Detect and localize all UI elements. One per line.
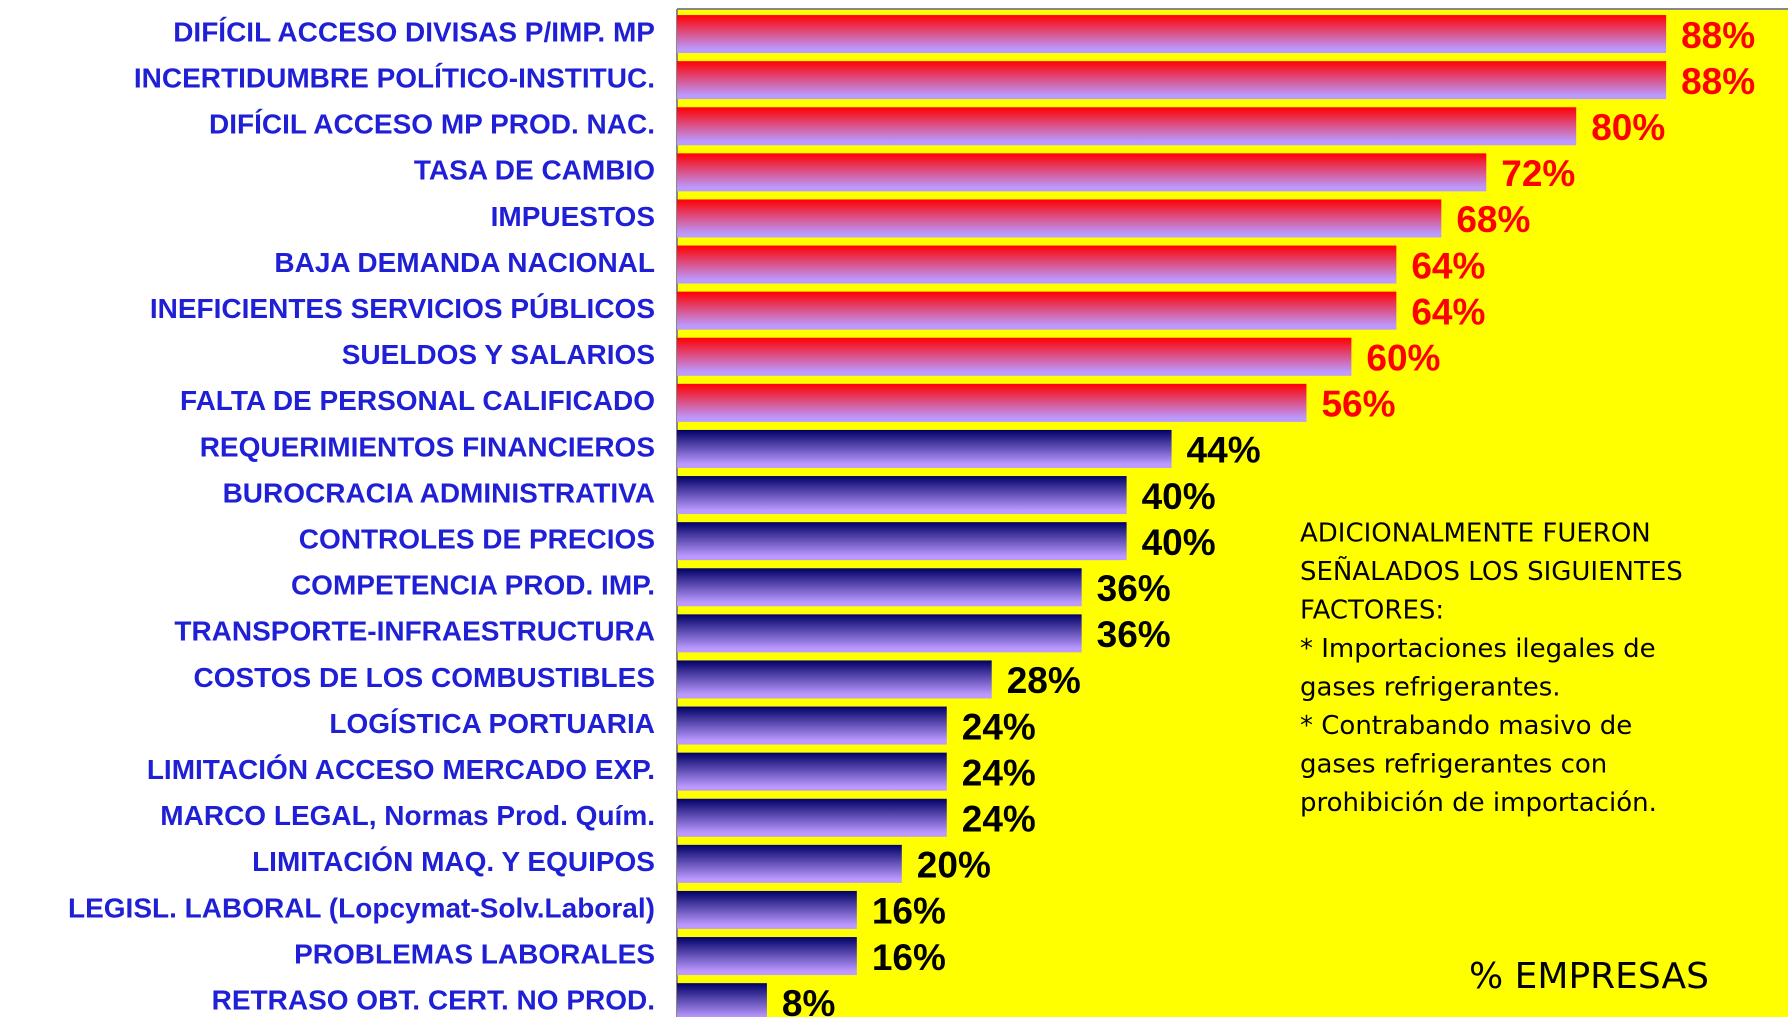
bar [677,752,947,791]
value-label: 8% [782,983,835,1017]
bar [677,660,992,699]
value-label: 16% [872,937,946,978]
bar [677,476,1127,515]
value-label: 36% [1097,568,1171,609]
bar [677,798,947,837]
value-label: 36% [1097,614,1171,655]
bar [677,890,857,929]
category-label: FALTA DE PERSONAL CALIFICADO [180,385,655,416]
category-label: LEGISL. LABORAL (Lopcymat-Solv.Laboral) [68,892,655,923]
category-label: PROBLEMAS LABORALES [294,938,655,969]
bar [677,706,947,745]
annotation-line: FACTORES: [1300,596,1444,626]
value-label: 40% [1142,476,1216,517]
category-label: COSTOS DE LOS COMBUSTIBLES [193,662,655,693]
category-label: RETRASO OBT. CERT. NO PROD. [212,985,655,1016]
category-label: LIMITACIÓN MAQ. Y EQUIPOS [252,846,655,877]
category-label: BAJA DEMANDA NACIONAL [274,247,655,278]
annotation-line: * Contrabando masivo de [1300,711,1632,741]
bar [677,568,1082,607]
value-label: 24% [962,799,1036,840]
value-label: 68% [1456,199,1530,240]
category-label: SUELDOS Y SALARIOS [342,339,655,370]
bar [677,245,1397,284]
annotation-line: ADICIONALMENTE FUERON [1300,519,1651,549]
category-label: MARCO LEGAL, Normas Prod. Quím. [160,800,655,831]
bar [677,383,1307,422]
category-label: IMPUESTOS [491,201,655,232]
category-label: TRANSPORTE-INFRAESTRUCTURA [174,616,655,647]
category-label: TASA DE CAMBIO [414,155,655,186]
category-label: DIFÍCIL ACCESO DIVISAS P/IMP. MP [173,16,655,47]
annotation-line: prohibición de importación. [1300,788,1657,818]
annotation-line: * Importaciones ilegales de [1300,634,1656,664]
bar [677,983,767,1017]
value-label: 24% [962,706,1036,747]
value-label: 60% [1366,338,1440,379]
value-label: 16% [872,891,946,932]
category-label: COMPETENCIA PROD. IMP. [291,570,655,601]
value-label: 28% [1007,660,1081,701]
bar [677,15,1667,54]
value-label: 80% [1591,107,1665,148]
value-label: 72% [1501,153,1575,194]
bar [677,61,1667,100]
category-label: CONTROLES DE PRECIOS [299,524,655,555]
bar [677,937,857,976]
category-label: LIMITACIÓN ACCESO MERCADO EXP. [147,754,655,785]
x-axis-label: % EMPRESAS [1469,956,1709,997]
category-label: BUROCRACIA ADMINISTRATIVA [223,477,655,508]
annotation-line: gases refrigerantes con [1300,750,1607,780]
category-label: INCERTIDUMBRE POLÍTICO-INSTITUC. [134,63,655,94]
bar [677,153,1487,192]
category-label: DIFÍCIL ACCESO MP PROD. NAC. [209,109,655,140]
bar [677,337,1352,376]
value-label: 56% [1321,384,1395,425]
category-label: INEFICIENTES SERVICIOS PÚBLICOS [150,293,655,324]
bar [677,107,1577,146]
value-label: 20% [917,845,991,886]
bar [677,291,1397,330]
bar [677,199,1442,238]
value-label: 40% [1142,522,1216,563]
value-label: 64% [1411,291,1485,332]
annotation-line: SEÑALADOS LOS SIGUIENTES [1300,555,1683,587]
value-label: 64% [1411,245,1485,286]
value-label: 88% [1681,15,1755,56]
bar [677,429,1172,468]
annotation-line: gases refrigerantes. [1300,673,1561,703]
category-label: LOGÍSTICA PORTUARIA [329,708,655,739]
bar [677,522,1127,561]
value-label: 88% [1681,61,1755,102]
value-label: 24% [962,752,1036,793]
bar [677,614,1082,653]
bar [677,844,902,883]
category-label: REQUERIMIENTOS FINANCIEROS [200,431,655,462]
value-label: 44% [1187,430,1261,471]
